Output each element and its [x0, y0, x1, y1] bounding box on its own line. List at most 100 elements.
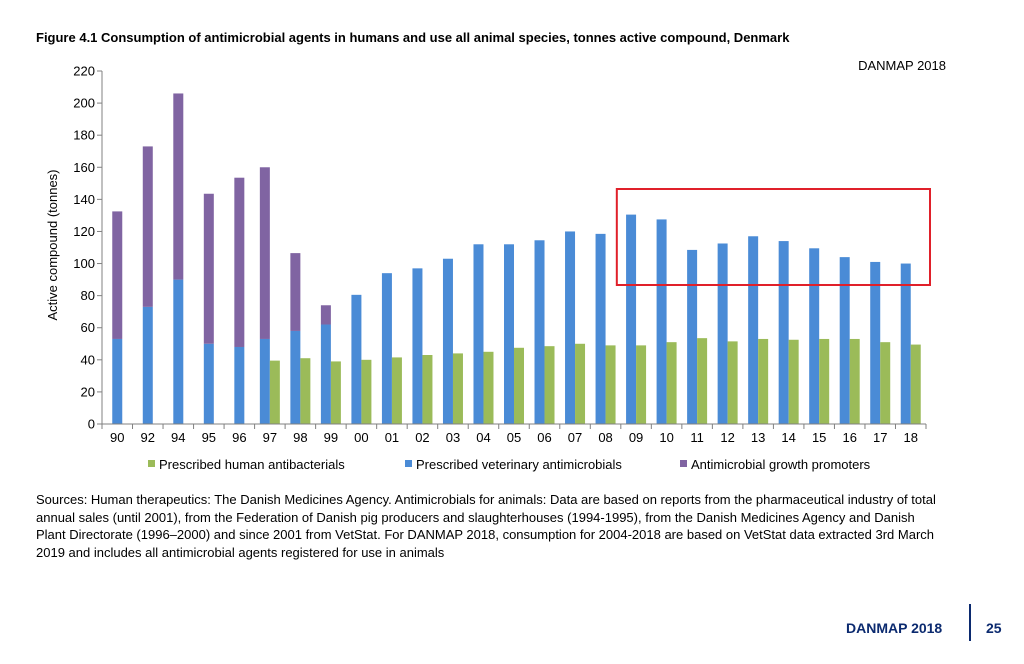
bar-growth-promoters	[203, 193, 214, 344]
legend-entry: Prescribed human antibacterials	[159, 457, 345, 472]
x-tick-label: 03	[446, 430, 460, 445]
bar-human	[758, 338, 769, 424]
x-tick-label: 13	[751, 430, 765, 445]
bar-veterinary	[504, 244, 514, 424]
bar-human	[636, 345, 647, 424]
antimicrobial-consumption-chart: DANMAP 2018 Active compound (tonnes) 020…	[45, 58, 946, 472]
bar-human	[361, 359, 372, 424]
bar-veterinary	[473, 244, 484, 424]
y-tick-label: 40	[81, 352, 95, 367]
y-tick-label: 160	[73, 160, 95, 175]
x-tick-label: 17	[873, 430, 887, 445]
bar-human	[483, 351, 494, 424]
bar-growth-promoters	[320, 305, 331, 325]
x-tick-label: 09	[629, 430, 643, 445]
bar-human	[605, 345, 616, 424]
bar-veterinary	[381, 273, 392, 424]
y-axis-label: Active compound (tonnes)	[45, 169, 60, 320]
bar-human	[452, 353, 463, 424]
bar-veterinary	[839, 257, 850, 424]
bar-veterinary	[112, 338, 123, 424]
bar-human	[330, 361, 341, 424]
bar-human	[849, 338, 860, 424]
x-tick-label: 06	[537, 430, 551, 445]
bar-veterinary	[412, 268, 423, 424]
bars	[112, 93, 921, 424]
y-tick-label: 200	[73, 96, 95, 111]
y-axis: 0 20 40 60 80 100 120 140 160 180 200 220	[73, 64, 103, 432]
y-tick-label: 0	[88, 417, 95, 432]
bar-human	[819, 338, 830, 424]
bar-human	[544, 346, 555, 424]
bar-veterinary	[595, 233, 606, 424]
bar-human	[697, 338, 708, 424]
x-axis: 90 92 94 95 96 97 98 99 00 01 02 03 04 05 06 07 08 09 10 11…	[101, 423, 927, 445]
footer-publication-label: DANMAP 2018	[846, 620, 943, 636]
sources-note: Sources: Human therapeutics: The Danish …	[36, 492, 936, 560]
y-tick-label: 220	[73, 64, 95, 79]
bar-veterinary	[320, 324, 331, 424]
bar-human	[300, 358, 311, 424]
y-tick-label: 120	[73, 224, 95, 239]
legend: Prescribed human antibacterials Prescribe…	[148, 457, 871, 472]
y-tick-label: 80	[81, 288, 95, 303]
bar-veterinary	[870, 261, 881, 424]
bar-growth-promoters	[290, 253, 301, 331]
y-tick-label: 60	[81, 320, 95, 335]
y-tick-label: 100	[73, 256, 95, 271]
bar-growth-promoters	[112, 211, 123, 339]
x-tick-label: 90	[110, 430, 124, 445]
x-tick-label: 04	[476, 430, 490, 445]
bar-veterinary	[565, 231, 576, 424]
highlight-rectangle	[615, 188, 931, 286]
x-tick-label: 94	[171, 430, 185, 445]
bar-veterinary	[626, 214, 637, 424]
x-tick-label: 10	[659, 430, 673, 445]
bar-veterinary	[778, 241, 789, 424]
footer-divider	[969, 604, 971, 641]
x-tick-label: 92	[141, 430, 155, 445]
bar-veterinary	[290, 330, 301, 424]
x-tick-label: 08	[598, 430, 612, 445]
bar-human	[269, 360, 280, 424]
x-tick-label: 07	[568, 430, 582, 445]
x-tick-label: 99	[324, 430, 338, 445]
bar-veterinary	[259, 338, 270, 424]
x-tick-label: 01	[385, 430, 399, 445]
page-number: 25	[986, 620, 1002, 636]
bar-veterinary	[442, 258, 453, 424]
bar-veterinary	[173, 279, 184, 424]
bar-veterinary	[748, 236, 759, 424]
bar-veterinary	[717, 243, 728, 424]
y-tick-label: 180	[73, 128, 95, 143]
x-tick-label: 02	[415, 430, 429, 445]
x-tick-label: 95	[202, 430, 216, 445]
highlight-box	[615, 188, 931, 286]
bar-veterinary	[203, 343, 214, 424]
legend-swatch	[405, 460, 412, 467]
x-tick-label: 18	[904, 430, 918, 445]
legend-swatch	[148, 460, 155, 467]
y-tick-label: 140	[73, 192, 95, 207]
bar-veterinary	[142, 306, 153, 424]
bar-growth-promoters	[173, 93, 184, 280]
bar-human	[575, 343, 586, 424]
bar-human	[391, 357, 402, 424]
bar-veterinary	[687, 249, 698, 424]
x-tick-label: 97	[263, 430, 277, 445]
bar-human	[910, 344, 921, 424]
bar-veterinary	[656, 219, 667, 424]
bar-veterinary	[900, 263, 911, 424]
bar-veterinary	[534, 240, 545, 424]
x-tick-label: 14	[781, 430, 795, 445]
y-tick-label: 20	[81, 384, 95, 399]
bar-human	[727, 341, 738, 424]
legend-entry: Antimicrobial growth promoters	[691, 457, 871, 472]
x-tick-label: 15	[812, 430, 826, 445]
x-tick-label: 11	[690, 430, 704, 445]
x-tick-label: 98	[293, 430, 307, 445]
figure-title: Figure 4.1 Consumption of antimicrobial …	[36, 30, 790, 45]
bar-growth-promoters	[259, 167, 270, 339]
x-tick-label: 96	[232, 430, 246, 445]
chart-watermark: DANMAP 2018	[858, 58, 946, 73]
